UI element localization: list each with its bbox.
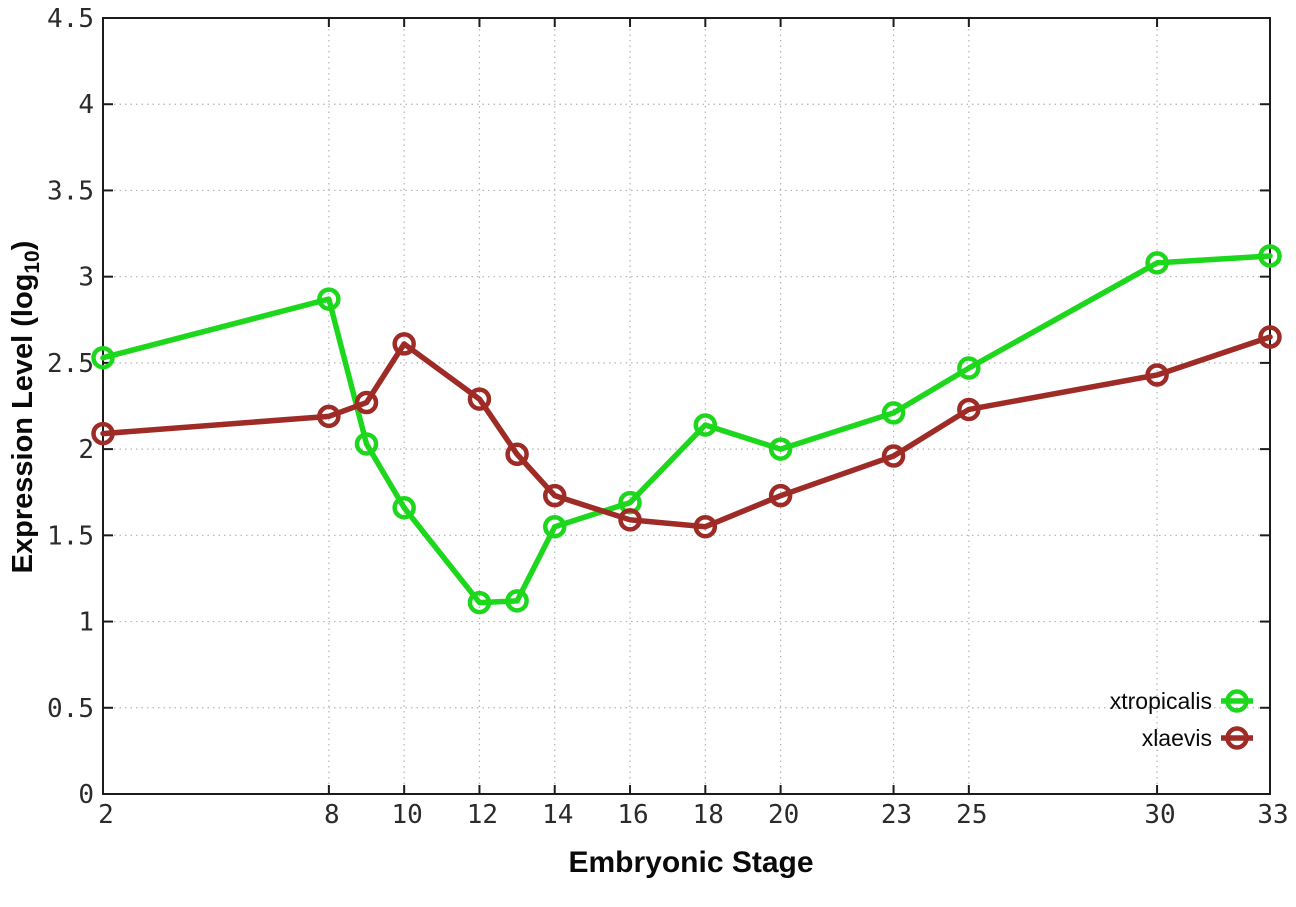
x-tick-label: 12: [467, 800, 498, 830]
data-point-xtropicalis: [768, 437, 793, 461]
data-point-xlaevis: [1258, 325, 1282, 349]
data-point-xlaevis: [1145, 363, 1169, 387]
y-tick-label: 1: [78, 608, 94, 638]
legend-marker-xlaevis: [1225, 726, 1249, 750]
data-point-xtropicalis: [505, 589, 529, 613]
y-tick-label: 2.5: [47, 349, 94, 379]
data-point-xlaevis: [467, 387, 492, 411]
y-axis-title-main: Expression Level (log: [7, 273, 40, 574]
data-point-xlaevis: [505, 442, 529, 467]
x-tick-label: 23: [881, 800, 912, 830]
data-point-xlaevis: [957, 397, 981, 422]
data-point-xlaevis: [768, 483, 793, 508]
y-tick-label: 4: [78, 90, 94, 120]
data-point-xtropicalis: [467, 590, 492, 615]
data-point-xlaevis: [317, 404, 341, 429]
legend-marker-xtropicalis: [1225, 689, 1249, 713]
data-point-xtropicalis: [1145, 251, 1169, 275]
data-point-xtropicalis: [354, 432, 379, 456]
x-tick-label: 8: [324, 800, 340, 830]
data-point-xlaevis: [693, 514, 718, 539]
x-tick-label: 18: [693, 800, 724, 830]
x-tick-label: 16: [617, 800, 648, 830]
data-point-xtropicalis: [881, 401, 906, 425]
x-tick-label: 25: [956, 800, 987, 830]
y-axis-title-subscript: 10: [20, 250, 44, 274]
x-tick-label: 14: [542, 800, 573, 830]
x-tick-label: 33: [1257, 800, 1288, 830]
x-axis-title: Embryonic Stage: [568, 846, 814, 879]
plot-border: [102, 17, 1271, 795]
data-point-xlaevis: [392, 332, 416, 356]
y-tick-label: 3.5: [47, 176, 94, 206]
y-tick-label: 4.5: [47, 4, 94, 34]
data-point-xlaevis: [618, 508, 642, 532]
x-tick-label: 20: [768, 800, 799, 830]
data-point-xlaevis: [91, 421, 115, 446]
y-tick-label: 0.5: [47, 694, 94, 724]
data-point-xlaevis: [354, 390, 379, 415]
data-point-xtropicalis: [317, 287, 341, 311]
y-axis-title-close: ): [7, 240, 40, 251]
x-tick-label: 10: [392, 800, 423, 830]
data-point-xlaevis: [542, 483, 567, 508]
series-line-xtropicalis: [100, 253, 1273, 606]
y-tick-label: 3: [78, 263, 94, 293]
x-tick-label: 2: [98, 800, 114, 830]
data-point-xlaevis: [881, 444, 906, 468]
series-line-xlaevis: [100, 334, 1273, 530]
y-tick-label: 0: [78, 780, 94, 810]
y-axis-title: Expression Level (log10): [7, 241, 45, 574]
data-point-xtropicalis: [392, 495, 416, 520]
y-tick-label: 2: [78, 435, 94, 465]
data-point-xtropicalis: [1258, 244, 1282, 268]
legend-label-xtropicalis: xtropicalis: [1110, 688, 1212, 714]
data-point-xtropicalis: [542, 514, 567, 539]
x-tick-label: 30: [1144, 800, 1175, 830]
legend-label-xlaevis: xlaevis: [1142, 725, 1212, 751]
y-tick-label: 1.5: [47, 521, 94, 551]
data-point-xtropicalis: [91, 345, 115, 370]
data-point-xtropicalis: [957, 356, 981, 380]
data-point-xtropicalis: [693, 413, 718, 437]
